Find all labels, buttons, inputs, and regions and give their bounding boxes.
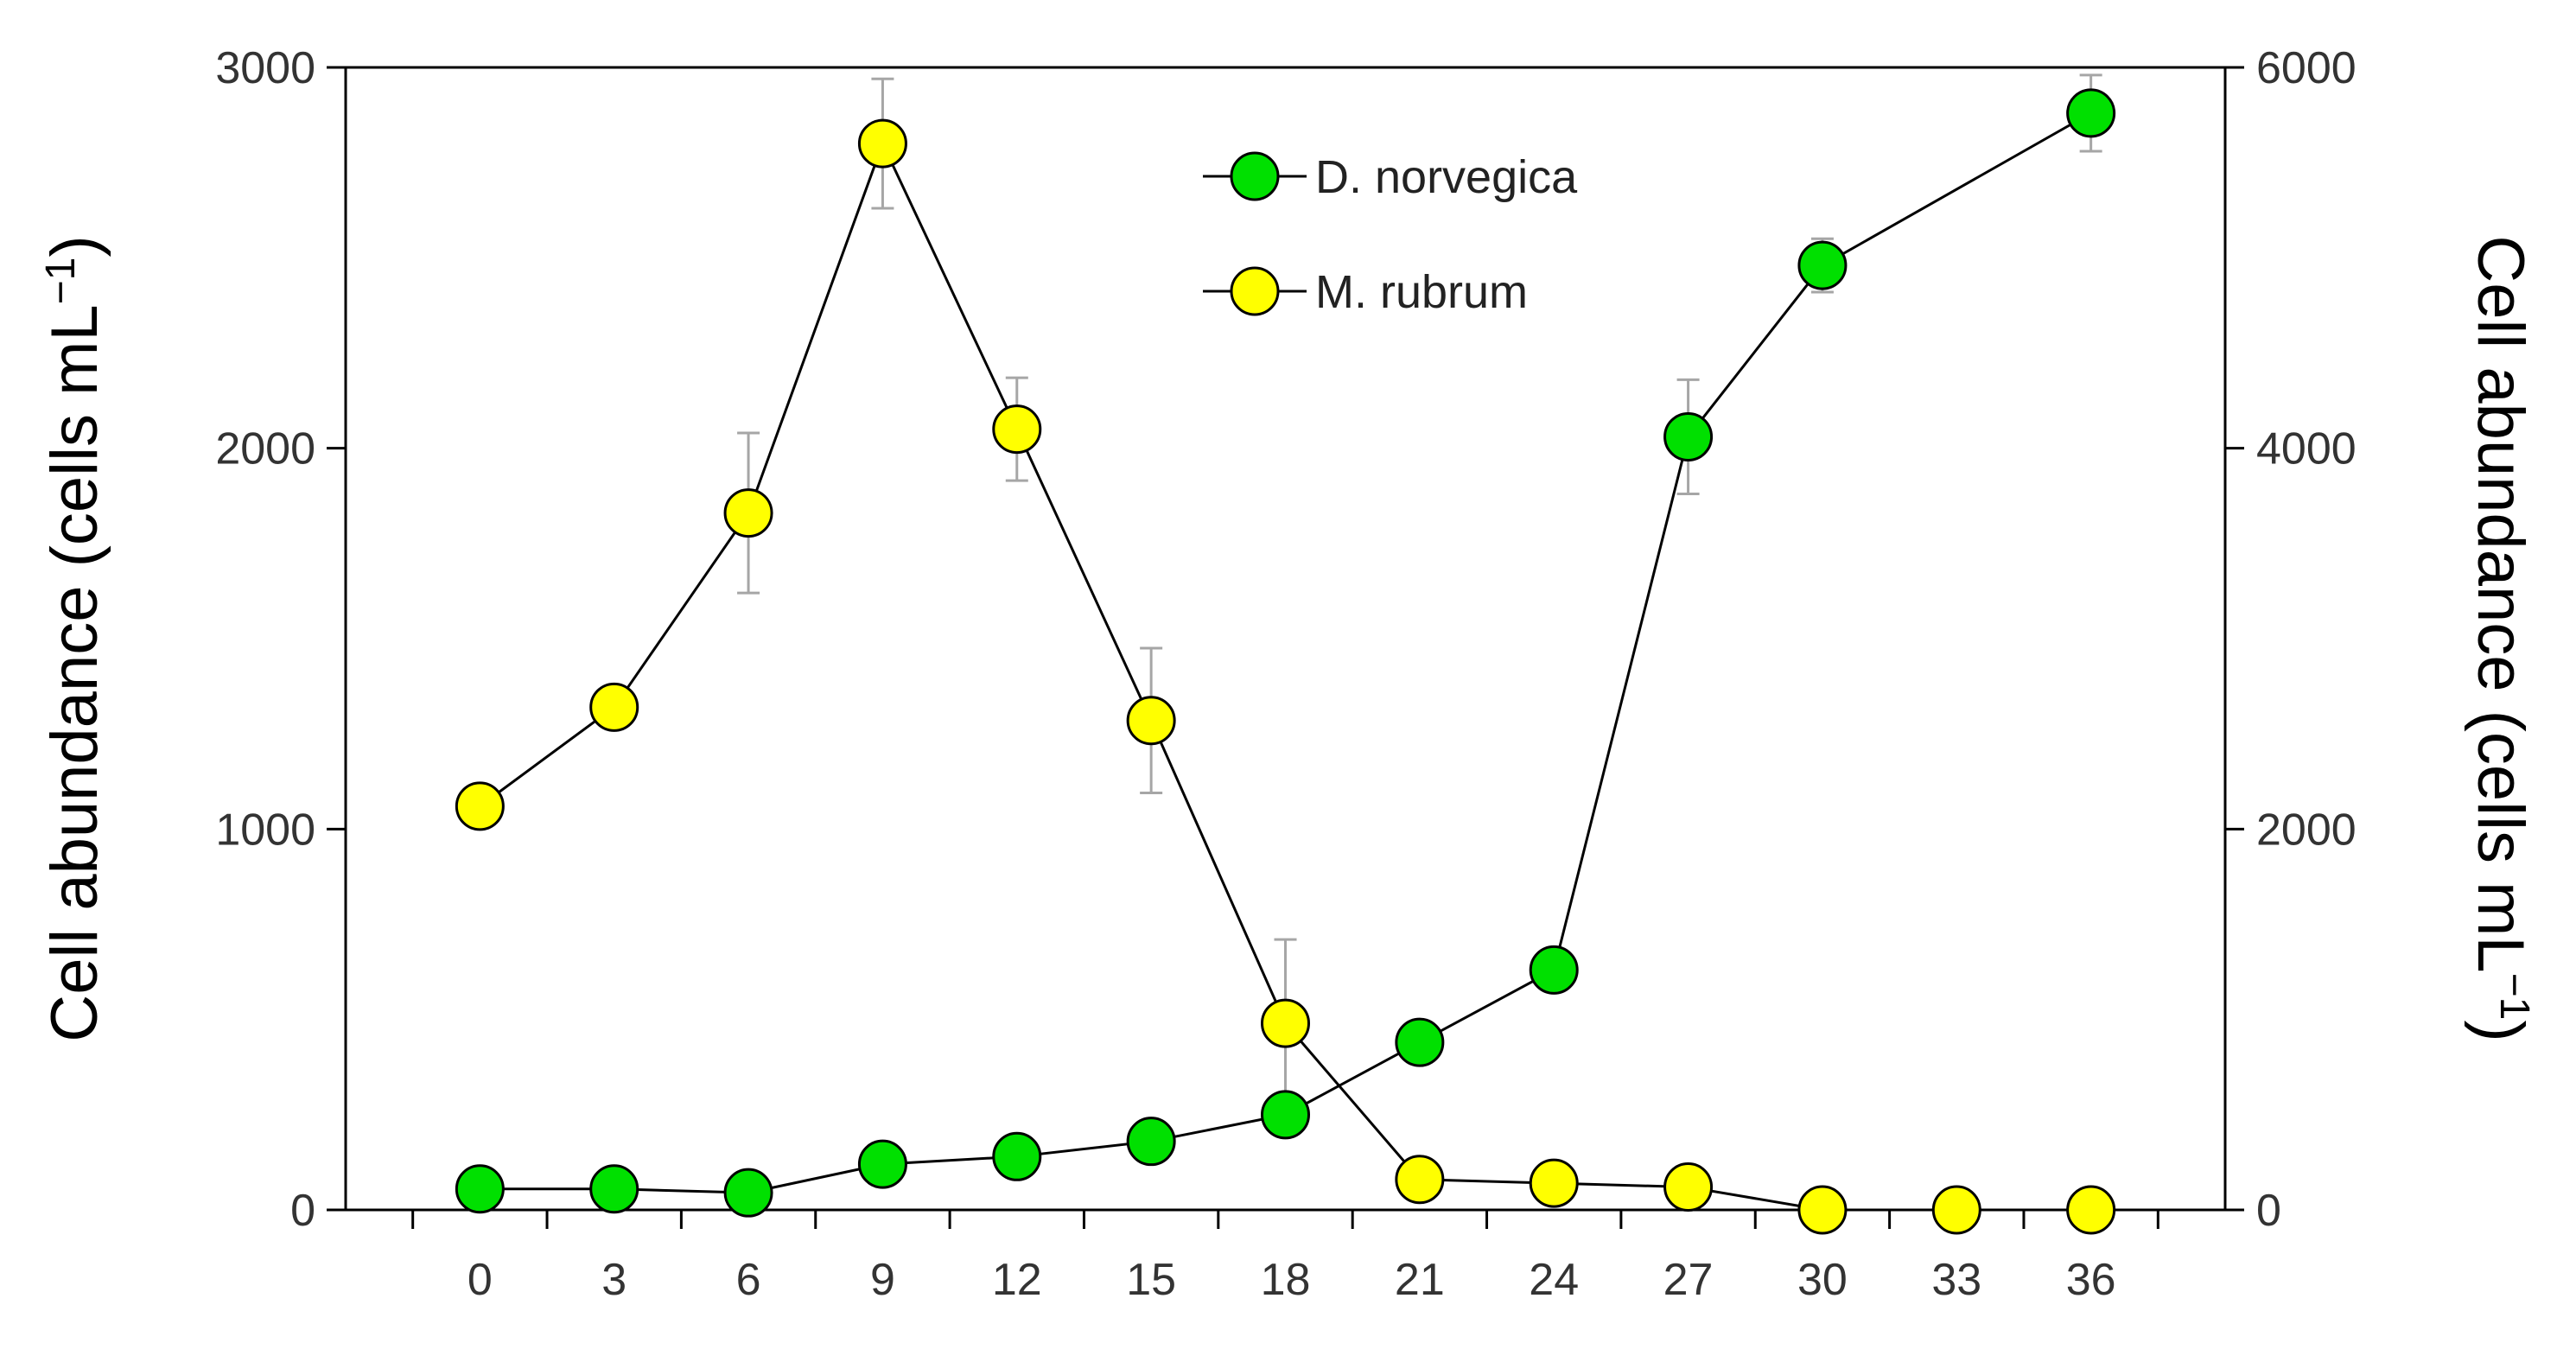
y-left-tick-label: 3000 — [215, 43, 315, 93]
error-bars — [737, 73, 2102, 1109]
data-point-d-norvegica — [857, 1139, 907, 1189]
x-tick-label: 0 — [467, 1255, 493, 1305]
y-axis-right-title: Cell abundance (cells mL−1) — [2464, 235, 2538, 1041]
y-axis-right-title-close: ) — [2464, 1020, 2537, 1041]
plot-area — [344, 66, 2227, 1212]
y-right-tick-label: 2000 — [2256, 805, 2357, 855]
data-point-m-rubrum — [857, 118, 907, 169]
x-tick-label: 6 — [736, 1255, 761, 1305]
x-tick-label: 12 — [992, 1255, 1042, 1305]
data-point-d-norvegica — [1261, 1090, 1310, 1140]
y-axis-left-title: Cell abundance (cells mL−1) — [38, 235, 112, 1041]
legend-label-m-rubrum: M. rubrum — [1315, 266, 1528, 318]
x-tick-label: 27 — [1663, 1255, 1714, 1305]
y-axis-right-title-main: Cell abundance (cells mL — [2464, 235, 2537, 972]
data-point-m-rubrum — [2066, 1185, 2116, 1235]
legend-item-d-norvegica: D. norvegica — [1203, 151, 1578, 203]
svg-text:Cell abundance (cells mL−1): Cell abundance (cells mL−1) — [2464, 235, 2538, 1041]
data-point-m-rubrum — [1797, 1185, 1848, 1235]
x-tick-label: 24 — [1529, 1255, 1579, 1305]
legend-marker-d-norvegica — [1230, 151, 1280, 201]
legend-item-m-rubrum: M. rubrum — [1203, 266, 1528, 318]
data-point-m-rubrum — [723, 488, 773, 538]
data-point-m-rubrum — [1931, 1185, 1981, 1235]
data-point-d-norvegica — [723, 1168, 773, 1218]
x-tick-label: 33 — [1931, 1255, 1981, 1305]
legend-marker-m-rubrum — [1230, 266, 1280, 316]
y-axis-left-title-main: Cell abundance (cells mL — [38, 304, 111, 1041]
x-tick-label: 3 — [601, 1255, 627, 1305]
data-point-m-rubrum — [1663, 1162, 1714, 1212]
data-point-m-rubrum — [1261, 998, 1310, 1048]
y-right-tick-label: 4000 — [2256, 424, 2357, 474]
svg-text:Cell abundance (cells mL−1): Cell abundance (cells mL−1) — [38, 235, 112, 1041]
legend-label-d-norvegica: D. norvegica — [1315, 151, 1578, 203]
y-axis-left-title-sup: −1 — [38, 258, 84, 305]
data-point-m-rubrum — [455, 781, 505, 831]
data-point-m-rubrum — [1395, 1155, 1445, 1205]
y-right-tick-label: 6000 — [2256, 43, 2357, 93]
x-tick-label: 9 — [870, 1255, 895, 1305]
data-point-d-norvegica — [2066, 88, 2116, 138]
x-tick-label: 15 — [1126, 1255, 1176, 1305]
data-point-m-rubrum — [992, 404, 1042, 455]
x-tick-label: 30 — [1797, 1255, 1848, 1305]
data-point-d-norvegica — [992, 1131, 1042, 1181]
axes-ticks: 0 3 6 9 12 15 18 21 24 27 30 33 36010002000300002000… — [215, 43, 2356, 1305]
data-point-d-norvegica — [1663, 411, 1714, 461]
x-tick-label: 21 — [1395, 1255, 1445, 1305]
series-markers — [455, 88, 2116, 1235]
data-point-d-norvegica — [589, 1164, 639, 1214]
y-left-tick-label: 2000 — [215, 424, 315, 474]
data-point-m-rubrum — [1529, 1158, 1579, 1208]
y-axis-left-title-close: ) — [38, 235, 111, 257]
data-point-d-norvegica — [1126, 1117, 1176, 1167]
data-point-d-norvegica — [1529, 945, 1579, 995]
y-left-tick-label: 0 — [290, 1186, 315, 1236]
data-point-d-norvegica — [1797, 240, 1848, 290]
data-point-m-rubrum — [589, 682, 639, 732]
data-point-m-rubrum — [1126, 696, 1176, 746]
data-point-d-norvegica — [1395, 1017, 1445, 1067]
y-right-tick-label: 0 — [2256, 1186, 2281, 1236]
y-left-tick-label: 1000 — [215, 805, 315, 855]
y-axis-right-title-sup: −1 — [2492, 973, 2538, 1021]
legend: D. norvegica M. rubrum — [1203, 151, 1578, 318]
x-tick-label: 18 — [1261, 1255, 1311, 1305]
data-point-d-norvegica — [455, 1164, 505, 1214]
x-tick-label: 36 — [2066, 1255, 2116, 1305]
